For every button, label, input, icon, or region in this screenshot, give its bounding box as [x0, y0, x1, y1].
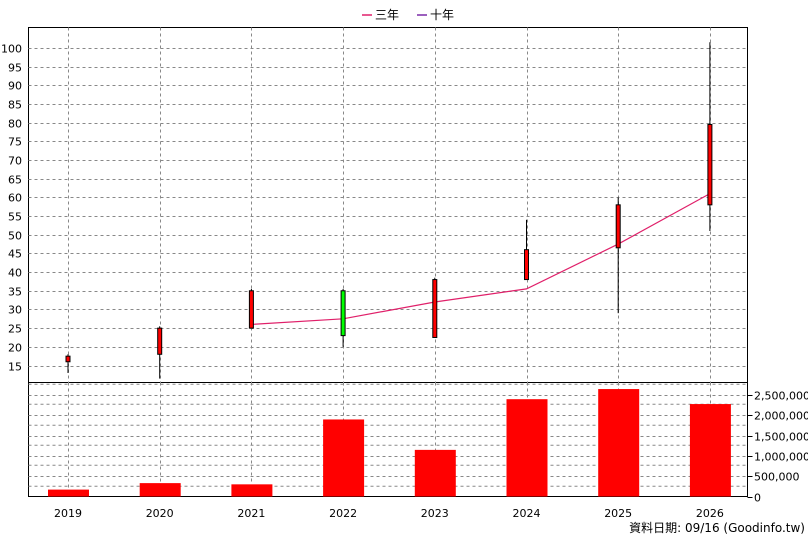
lower-tick-label-5: 2,500,000: [754, 390, 808, 403]
x-tick-label-2021: 2021: [237, 507, 265, 520]
x-tick-label-2019: 2019: [54, 507, 82, 520]
x-tick-label-2025: 2025: [604, 507, 632, 520]
three-year-line: [251, 193, 711, 325]
volume-bar-2020: [139, 483, 181, 497]
legend: 三年 十年: [362, 8, 454, 22]
lower-plot-frame: [28, 382, 748, 497]
upper-tick-label-75: 75: [8, 136, 22, 149]
upper-tick-label-35: 35: [8, 286, 22, 299]
volume-bar-2019: [48, 489, 89, 497]
volume-bars: [48, 389, 731, 497]
upper-tick-label-85: 85: [8, 99, 22, 112]
candle-body-2022: [340, 290, 346, 337]
volume-bar-2021: [231, 484, 273, 497]
candle-body-2025: [615, 204, 621, 249]
candles: [65, 42, 713, 379]
footer-source: 資料日期: 09/16 (Goodinfo.tw): [629, 521, 805, 535]
volume-bar-2022: [323, 419, 365, 497]
legend-label-1: 十年: [430, 8, 454, 22]
upper-y-ticks: 15 20 25 30 35 40 45 50 55 60 65 70 75 80 85 90 95 100: [1, 43, 22, 374]
upper-tick-label-25: 25: [8, 323, 22, 336]
upper-plot-frame: [28, 27, 748, 383]
candle-body-2021: [248, 290, 254, 329]
legend-label-0: 三年: [375, 8, 399, 22]
candle-body-2023: [432, 279, 438, 338]
upper-tick-label-50: 50: [8, 230, 22, 243]
candle-body-2020: [157, 327, 163, 355]
volume-bar-2023: [414, 449, 456, 497]
upper-tick-label-20: 20: [8, 342, 22, 355]
upper-tick-label-90: 90: [8, 80, 22, 93]
lower-tick-label-3: 1,500,000: [754, 431, 808, 444]
upper-tick-label-100: 100: [1, 43, 22, 56]
upper-tick-label-60: 60: [8, 192, 22, 205]
upper-tick-label-70: 70: [8, 155, 22, 168]
x-ticks: 2019 2020 2021 2022 2023 2024 2025 2026: [54, 507, 724, 520]
upper-tick-label-45: 45: [8, 248, 22, 261]
upper-tick-label-40: 40: [8, 267, 22, 280]
x-tick-label-2022: 2022: [329, 507, 357, 520]
volume-bar-2025: [598, 389, 640, 497]
candle-body-2026: [707, 123, 713, 206]
candle-body-2019: [65, 355, 71, 363]
x-tick-label-2023: 2023: [421, 507, 449, 520]
volume-bar-2024: [506, 399, 548, 497]
upper-tick-label-30: 30: [8, 304, 22, 317]
lower-tick-label-1: 500,000: [754, 471, 800, 484]
x-tick-label-2024: 2024: [513, 507, 541, 520]
x-tick-label-2026: 2026: [696, 507, 724, 520]
upper-tick-label-80: 80: [8, 118, 22, 131]
volume-bar-2026: [689, 404, 731, 497]
candle-body-2024: [524, 249, 529, 281]
lower-tick-label-0: 0: [754, 492, 761, 505]
upper-tick-label-55: 55: [8, 211, 22, 224]
upper-tick-label-15: 15: [8, 361, 22, 374]
upper-tick-label-95: 95: [8, 62, 22, 75]
x-tick-label-2020: 2020: [146, 507, 174, 520]
lower-tick-label-4: 2,000,000: [754, 410, 808, 423]
three-year-line-path: [251, 193, 711, 325]
lower-tick-label-2: 1,000,000: [754, 451, 808, 464]
upper-tick-label-65: 65: [8, 174, 22, 187]
lower-y-ticks: 0 500,000 1,000,000 1,500,000 2,000,000 2,500…: [747, 390, 808, 505]
